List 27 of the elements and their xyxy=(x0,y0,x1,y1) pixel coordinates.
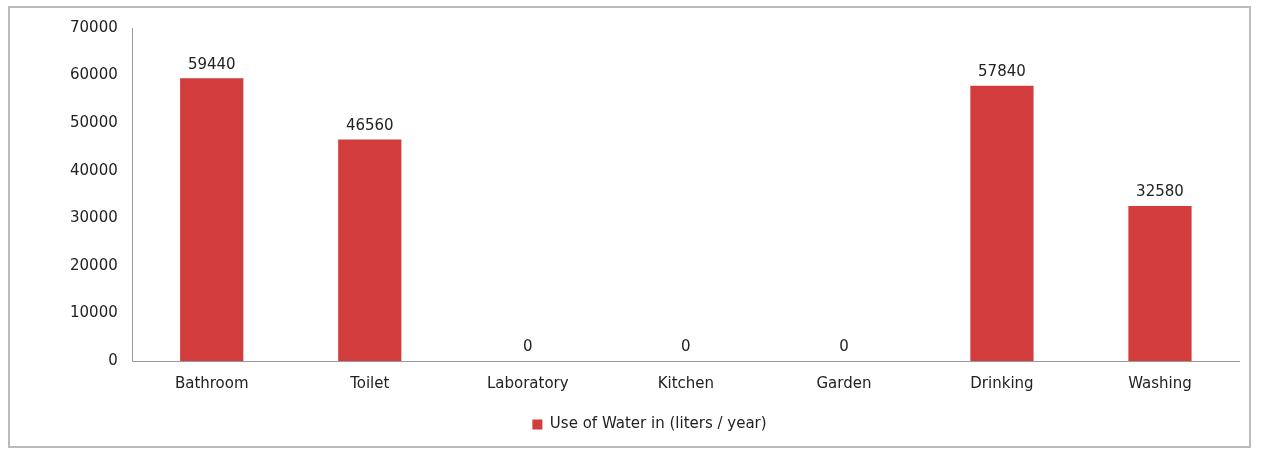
x-tick-label: Kitchen xyxy=(657,373,715,392)
bar xyxy=(1128,206,1192,361)
data-label: 59440 xyxy=(187,54,236,73)
y-tick-label: 0 xyxy=(108,350,118,369)
y-tick-label: 40000 xyxy=(70,160,118,179)
x-tick-label: Drinking xyxy=(970,373,1034,392)
y-tick-label: 50000 xyxy=(70,113,118,132)
x-tick-label: Bathroom xyxy=(174,373,249,392)
x-tick-label: Laboratory xyxy=(486,373,569,392)
data-label: 0 xyxy=(839,337,849,356)
y-tick-label: 60000 xyxy=(70,65,118,84)
data-label: 57840 xyxy=(978,62,1026,81)
x-tick-label: Toilet xyxy=(349,373,390,392)
y-tick-label: 70000 xyxy=(70,17,118,36)
data-label: 0 xyxy=(523,337,533,356)
y-tick-label: 10000 xyxy=(70,303,118,322)
y-tick-label: 30000 xyxy=(70,208,118,227)
data-label: 32580 xyxy=(1136,182,1184,201)
data-label: 46560 xyxy=(345,115,394,134)
data-label: 0 xyxy=(681,337,691,356)
y-tick-label: 20000 xyxy=(70,255,118,274)
x-tick-label: Washing xyxy=(1128,373,1192,392)
bar xyxy=(970,85,1034,361)
x-tick-label: Garden xyxy=(816,373,872,392)
bar xyxy=(180,78,244,361)
legend-label: Use of Water in (liters / year) xyxy=(549,414,767,433)
bar xyxy=(338,139,402,361)
